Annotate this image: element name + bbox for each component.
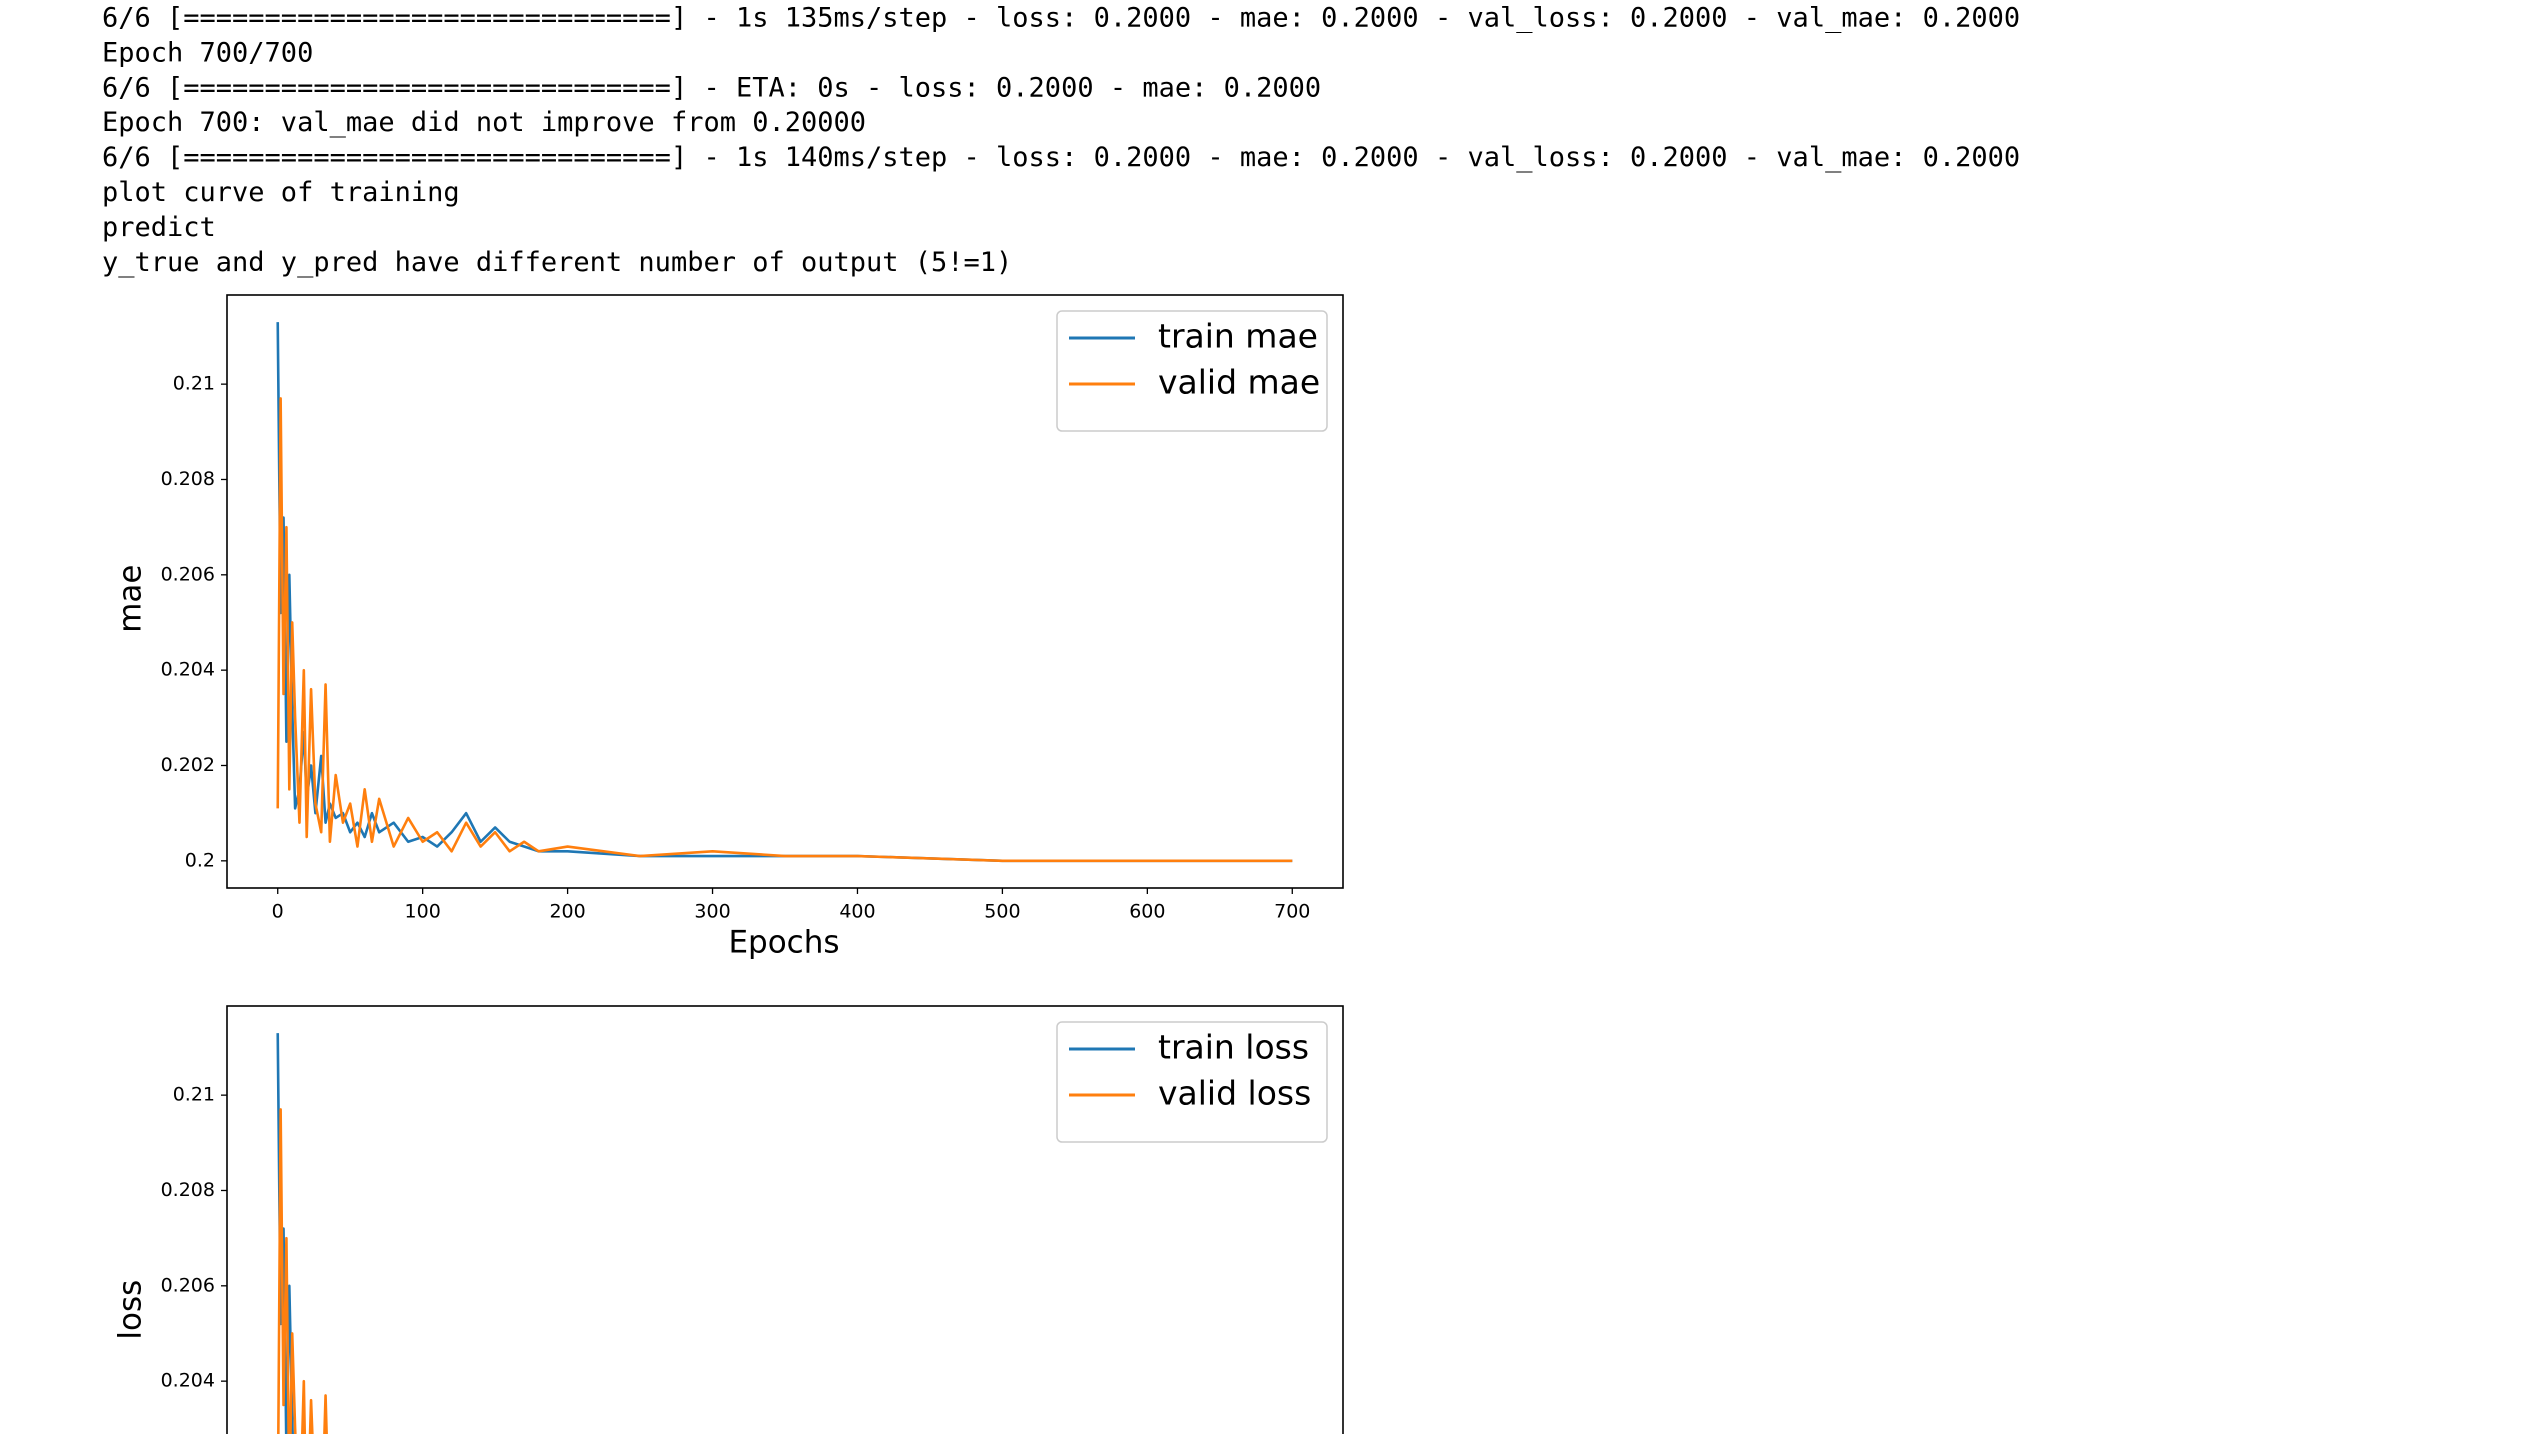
x-tick-label: 300 (694, 901, 730, 923)
y-tick-label: 0.202 (161, 754, 215, 776)
x-tick-label: 100 (405, 901, 441, 923)
y-axis-label: mae (113, 565, 149, 633)
legend-label: train loss (1158, 1028, 1309, 1067)
legend-frame (1056, 1021, 1328, 1143)
x-axis-label: Epochs (728, 925, 839, 961)
x-tick-label: 600 (1129, 901, 1165, 923)
y-tick-label: 0.208 (161, 1179, 215, 1201)
x-tick-label: 400 (839, 901, 875, 923)
y-tick-label: 0.206 (161, 563, 215, 585)
y-axis-label: loss (113, 1280, 149, 1340)
legend-label: train mae (1158, 317, 1318, 356)
x-tick-label: 200 (549, 901, 585, 923)
chart: 0.204 0.206 0.208 0.21 loss train loss valid l… (113, 1005, 1344, 1434)
y-tick-label: 0.208 (161, 468, 215, 490)
axes-frame (226, 294, 1344, 889)
y-tick-label: 0.204 (161, 1370, 215, 1392)
series-line (276, 397, 1293, 863)
log-line: 6/6 [==============================] - 1… (102, 142, 2020, 173)
legend-label: valid mae (1158, 363, 1320, 402)
x-tick-label: 0 (272, 901, 284, 923)
legend-frame (1056, 310, 1328, 432)
log-line: 6/6 [==============================] - 1… (102, 3, 2020, 34)
log-line: Epoch 700/700 (102, 37, 313, 68)
legend-label: valid loss (1158, 1074, 1311, 1113)
log-line: 6/6 [==============================] - E… (102, 72, 1321, 103)
log-line: y_true and y_pred have different number … (102, 247, 1012, 278)
y-tick-label: 0.21 (173, 1084, 215, 1106)
log-line: plot curve of training (102, 177, 460, 208)
y-tick-label: 0.21 (173, 373, 215, 395)
y-tick-label: 0.204 (161, 659, 215, 681)
chart: 0.2 0.202 0.204 0.206 0.208 0.21 0 100 200 300 400… (113, 294, 1344, 961)
series-line (277, 1108, 328, 1434)
log-line: predict (102, 212, 216, 243)
y-tick-label: 0.206 (161, 1274, 215, 1296)
x-tick-label: 700 (1274, 901, 1310, 923)
axes-frame (226, 1005, 1344, 1434)
y-tick-label: 0.2 (185, 849, 215, 871)
log-line: Epoch 700: val_mae did not improve from … (102, 107, 866, 138)
x-tick-label: 500 (984, 901, 1020, 923)
